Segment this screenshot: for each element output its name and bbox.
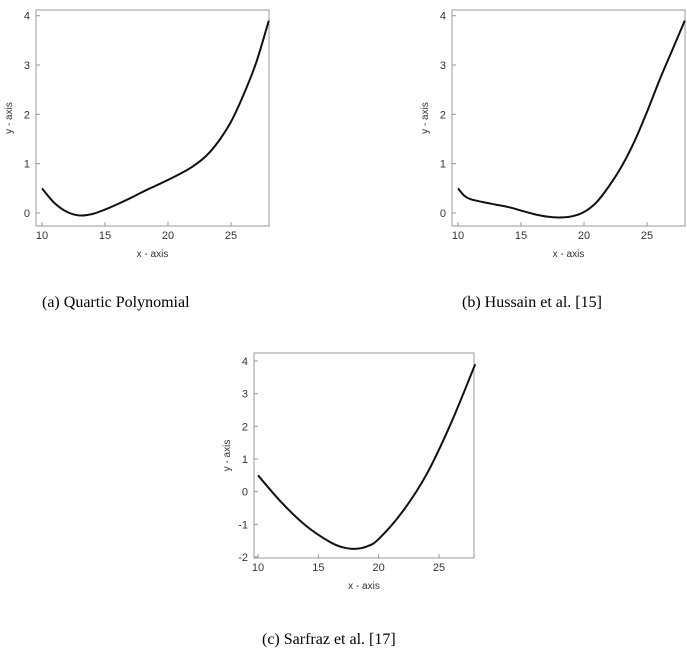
y-tick-label: 4 <box>242 356 248 368</box>
x-tick-label: 15 <box>99 230 111 242</box>
caption-c: (c) Sarfraz et al. [17] <box>262 631 396 648</box>
plot-frame <box>253 352 475 559</box>
series-line <box>41 20 270 217</box>
y-tick-label: 3 <box>440 60 446 72</box>
y-tick-label: -2 <box>238 552 248 564</box>
series-line <box>457 20 686 219</box>
x-tick-label: 15 <box>312 562 324 574</box>
y-tick-label: 2 <box>24 109 30 121</box>
y-tick-label: 3 <box>24 60 30 72</box>
x-tick-label: 10 <box>36 230 48 242</box>
y-tick-label: 4 <box>24 11 30 23</box>
x-tick-label: 10 <box>252 562 264 574</box>
y-axis-label: y - axis <box>4 102 15 134</box>
y-tick-label: 1 <box>24 159 30 171</box>
x-axis-label: x - axis <box>137 249 169 260</box>
x-tick-label: 25 <box>641 230 653 242</box>
x-tick-label: 25 <box>225 230 237 242</box>
x-axis-label: x - axis <box>348 581 380 592</box>
y-tick-label: 0 <box>440 208 446 220</box>
plot-c: 10 15 20 25 -2 -1 0 1 2 3 4 x - axis y - axis <box>222 352 477 592</box>
y-tick-label: 1 <box>440 159 446 171</box>
y-tick-label: 0 <box>24 208 30 220</box>
x-tick-label: 20 <box>373 562 385 574</box>
y-tick-label: 2 <box>440 109 446 121</box>
plot-b: 10 15 20 25 0 1 2 3 4 x - axis y - axis <box>420 9 686 260</box>
caption-a: (a) Quartic Polynomial <box>42 294 190 311</box>
y-axis-label: y - axis <box>420 102 431 134</box>
x-tick-label: 20 <box>162 230 174 242</box>
y-tick-label: 1 <box>242 454 248 466</box>
y-tick-label: 3 <box>242 389 248 401</box>
x-tick-label: 15 <box>515 230 527 242</box>
x-tick-label: 10 <box>452 230 464 242</box>
plot-frame <box>35 9 270 227</box>
plot-frame <box>451 9 686 227</box>
y-tick-label: 4 <box>440 11 446 23</box>
y-axis-label: y - axis <box>222 440 233 472</box>
plot-a: 10 15 20 25 0 1 2 3 4 x - axis y - axis <box>4 9 270 260</box>
x-tick-label: 20 <box>578 230 590 242</box>
y-tick-label: 2 <box>242 421 248 433</box>
x-axis-label: x - axis <box>553 249 585 260</box>
x-tick-label: 25 <box>433 562 445 574</box>
y-tick-label: -1 <box>238 519 248 531</box>
caption-b: (b) Hussain et al. [15] <box>462 294 602 311</box>
y-tick-label: 0 <box>242 487 248 499</box>
series-line <box>257 363 477 550</box>
